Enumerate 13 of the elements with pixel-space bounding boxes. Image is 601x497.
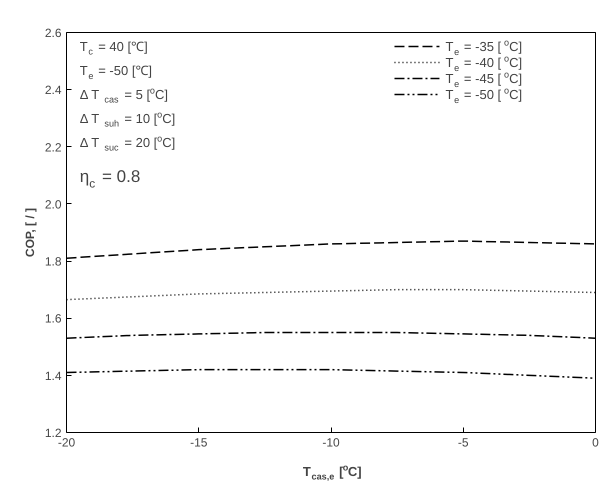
x-tick-label: -5 bbox=[458, 436, 469, 450]
y-tick-label: 2.4 bbox=[44, 83, 62, 98]
x-tick-label: -15 bbox=[190, 436, 208, 450]
y-tick-label: 2.6 bbox=[44, 26, 62, 40]
y-tick-label: 1.6 bbox=[44, 312, 62, 326]
y-axis-title: COP, [ / ] bbox=[22, 208, 37, 258]
y-tick-label: 2.0 bbox=[44, 197, 62, 212]
y-tick-label: 1.4 bbox=[44, 368, 62, 383]
line-series bbox=[66, 368, 596, 379]
y-tick-label: 2.2 bbox=[44, 140, 62, 154]
x-tick-label: 0 bbox=[592, 436, 600, 450]
x-tick-label: -10 bbox=[322, 436, 340, 450]
y-tick-label: 1.8 bbox=[44, 254, 62, 269]
